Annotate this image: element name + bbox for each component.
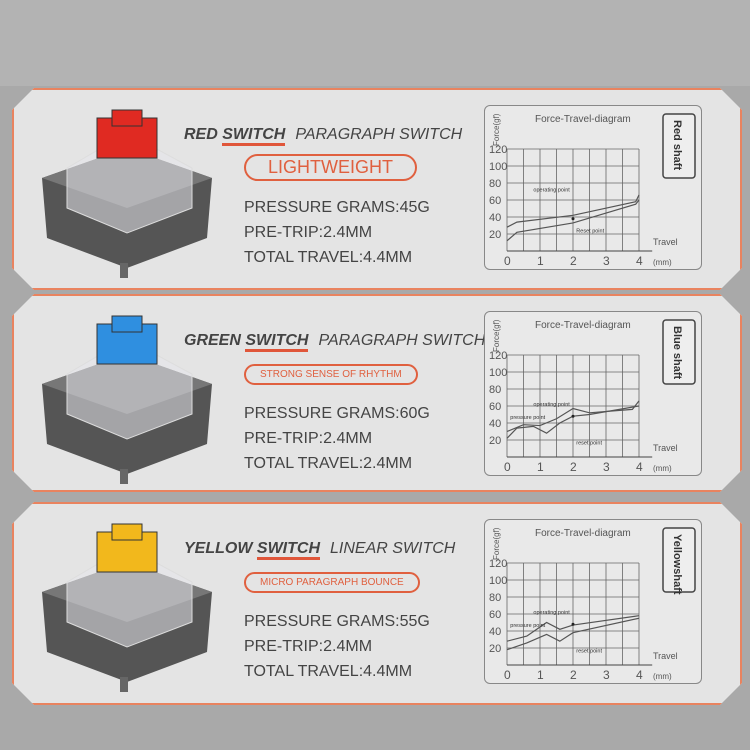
x-axis-unit: (mm) [653,464,672,473]
operating-point-marker [572,217,575,220]
y-axis-label: Force(gf) [492,113,501,146]
keyswitch-image [32,522,222,692]
operating-point-label: operating point [533,610,570,616]
spec-total-travel: TOTAL TRAVEL:4.4MM [244,249,413,266]
reset-point-label: Reset point [576,228,604,234]
spec-pressure: PRESSURE GRAMS:45G [244,199,430,216]
x-axis-label: Travel [653,237,678,247]
y-tick-label: 40 [489,626,501,638]
spec-list: PRESSURE GRAMS:60G PRE-TRIP:2.4MM TOTAL … [244,401,430,476]
chart-title: Force-Travel-diagram [535,528,631,539]
y-axis-label: Force(gf) [492,319,501,352]
y-tick-label: 20 [489,643,501,655]
chart-title: Force-Travel-diagram [535,114,631,125]
pressure-point-label: pressure point [510,623,545,629]
shaft-tag-box [663,320,695,384]
y-tick-label: 120 [489,144,507,156]
switch-title: GREEN SWITCH PARAGRAPH SWITCH [184,332,485,350]
x-tick-label: 2 [570,668,577,682]
keyswitch-image [32,314,222,484]
feature-badge: STRONG SENSE OF RHYTHM [244,364,418,385]
x-tick-label: 4 [636,460,643,474]
x-tick-label: 1 [537,460,544,474]
y-tick-label: 60 [489,195,501,207]
top-band [0,0,750,86]
feature-badge: MICRO PARAGRAPH BOUNCE [244,572,420,593]
x-tick-label: 1 [537,254,544,268]
y-tick-label: 100 [489,367,507,379]
x-tick-label: 4 [636,254,643,268]
reset-point-label: reset point [576,440,602,446]
force-travel-diagram: 20 40 60 80 100 120 0 1 2 3 4 Force-Travel-diagram F… [484,311,702,476]
x-tick-label: 1 [537,668,544,682]
shaft-tag: Yellowshaft [671,534,683,595]
shaft-tag: Blue shaft [671,326,683,380]
operating-point-label: operating point [533,188,570,194]
switch-title: YELLOW SWITCH LINEAR SWITCH [184,540,455,558]
shaft-tag-box [663,114,695,178]
spec-pressure: PRESSURE GRAMS:60G [244,405,430,422]
spec-total-travel: TOTAL TRAVEL:2.4MM [244,455,413,472]
feature-badge: LIGHTWEIGHT [244,154,417,181]
x-tick-label: 4 [636,668,643,682]
spec-pre-trip: PRE-TRIP:2.4MM [244,638,373,655]
force-curve-upper [507,195,639,227]
operating-point-marker [572,623,575,626]
force-curve-upper [507,401,639,432]
y-tick-label: 60 [489,609,501,621]
y-tick-label: 60 [489,401,501,413]
switch-title: RED SWITCH PARAGRAPH SWITCH [184,126,462,144]
x-axis-unit: (mm) [653,672,672,681]
x-tick-label: 3 [603,460,610,474]
force-travel-diagram: 20 40 60 80 100 120 0 1 2 3 4 Force-Travel-diagram F… [484,105,702,270]
spec-list: PRESSURE GRAMS:45G PRE-TRIP:2.4MM TOTAL … [244,195,430,270]
y-tick-label: 80 [489,592,501,604]
x-tick-label: 0 [504,460,511,474]
switch-card: RED SWITCH PARAGRAPH SWITCH LIGHTWEIGHT P… [12,88,742,290]
force-curve-lower [507,200,639,241]
spec-pressure: PRESSURE GRAMS:55G [244,613,430,630]
y-axis-label: Force(gf) [492,527,501,560]
x-axis-unit: (mm) [653,258,672,267]
force-curve-upper [507,616,639,642]
x-tick-label: 2 [570,460,577,474]
y-tick-label: 40 [489,212,501,224]
operating-point-label: operating point [533,402,570,408]
spec-list: PRESSURE GRAMS:55G PRE-TRIP:2.4MM TOTAL … [244,609,430,684]
y-tick-label: 100 [489,575,507,587]
x-axis-label: Travel [653,651,678,661]
x-tick-label: 0 [504,254,511,268]
y-tick-label: 20 [489,435,501,447]
switch-card: YELLOW SWITCH LINEAR SWITCH MICRO PARAGRA… [12,502,742,705]
x-tick-label: 2 [570,254,577,268]
pressure-point-label: pressure point [510,415,545,421]
x-tick-label: 3 [603,254,610,268]
y-tick-label: 100 [489,161,507,173]
spec-pre-trip: PRE-TRIP:2.4MM [244,430,373,447]
x-axis-label: Travel [653,443,678,453]
operating-point-marker [572,415,575,418]
x-tick-label: 0 [504,668,511,682]
shaft-tag-box [663,528,695,592]
force-curve-lower [507,406,639,438]
keyswitch-image [32,108,222,278]
y-tick-label: 80 [489,384,501,396]
x-tick-label: 3 [603,668,610,682]
force-travel-diagram: 20 40 60 80 100 120 0 1 2 3 4 Force-Travel-diagram F… [484,519,702,684]
spec-total-travel: TOTAL TRAVEL:4.4MM [244,663,413,680]
y-tick-label: 80 [489,178,501,190]
spec-pre-trip: PRE-TRIP:2.4MM [244,224,373,241]
force-curve-lower [507,618,639,649]
reset-point-label: reset point [576,648,602,654]
chart-title: Force-Travel-diagram [535,320,631,331]
y-tick-label: 120 [489,558,507,570]
y-tick-label: 40 [489,418,501,430]
y-tick-label: 20 [489,229,501,241]
shaft-tag: Red shaft [671,120,683,170]
switch-card: GREEN SWITCH PARAGRAPH SWITCH STRONG SENS… [12,294,742,492]
y-tick-label: 120 [489,350,507,362]
